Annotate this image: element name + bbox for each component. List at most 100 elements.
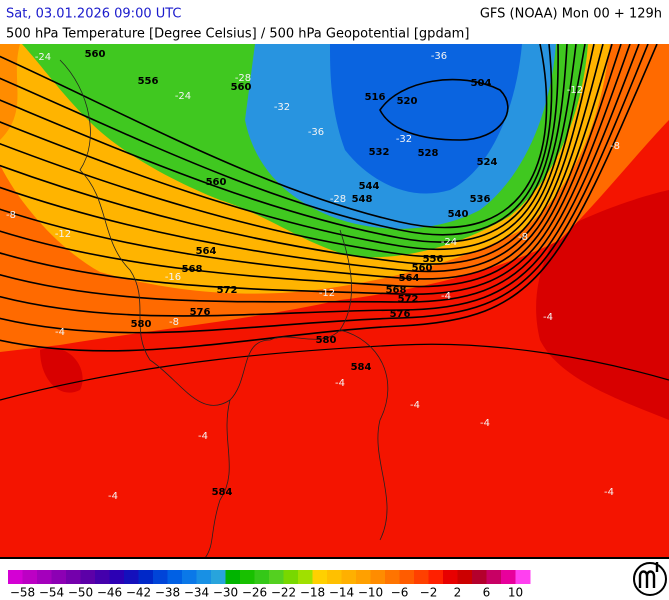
temperature-label: -32 [274, 102, 290, 113]
colorbar-tick-label: −46 [97, 586, 122, 600]
coastlines [59, 59, 389, 558]
contour-line [0, 44, 613, 288]
map-subtitle: 500 hPa Temperature [Degree Celsius] / 5… [6, 27, 469, 42]
colorbar-swatch [254, 570, 270, 584]
colorbar-swatch [182, 570, 197, 584]
temperature-label: -24 [441, 237, 457, 248]
contour-line [379, 78, 509, 141]
geopotential-label: 504 [471, 78, 492, 89]
colorbar-swatch [167, 570, 183, 584]
contour-line [0, 343, 669, 401]
temperature-label: -4 [335, 378, 345, 389]
colorbar-swatch [327, 570, 342, 584]
geopotential-label: 524 [477, 157, 498, 168]
geopotential-contours [0, 44, 669, 401]
colorbar-swatch [457, 570, 473, 584]
geopotential-label: 568 [386, 285, 407, 296]
valid-time: Sat, 03.01.2026 09:00 UTC [6, 7, 182, 22]
colorbar-tick-label: −14 [329, 586, 354, 600]
temperature-label: -4 [410, 400, 420, 411]
colorbar-swatch [356, 570, 371, 584]
colorbar-tick-label: −38 [155, 586, 180, 600]
colorbar-swatch [370, 570, 386, 584]
contour-line [0, 44, 586, 265]
colorbar-swatch [138, 570, 154, 584]
geopotential-label: 544 [359, 181, 380, 192]
colorbar-swatch [95, 570, 110, 584]
colorbar-swatch [283, 570, 299, 584]
temp-band-orange [0, 44, 20, 140]
temperature-label: -32 [396, 134, 412, 145]
temperature-label: -4 [441, 291, 451, 302]
colorbar-swatch [501, 570, 516, 584]
temperature-label: -12 [319, 288, 335, 299]
geopotential-label: 580 [316, 335, 337, 346]
colorbar-tick-label: −42 [126, 586, 151, 600]
geopotential-label: 560 [85, 49, 106, 60]
temperature-label: -36 [308, 127, 324, 138]
colorbar-tick-label: 6 [483, 586, 491, 600]
geopotential-label: 580 [131, 319, 152, 330]
colorbar-swatch [196, 570, 212, 584]
geopotential-label: 560 [231, 82, 252, 93]
geopotential-label: 568 [182, 264, 203, 275]
geopotential-label: 520 [397, 96, 418, 107]
contour-line [0, 44, 559, 243]
geopotential-label: 532 [369, 147, 390, 158]
geopotential-label: 564 [399, 273, 420, 284]
colorbar-swatch [385, 570, 400, 584]
geopotential-label: 564 [196, 246, 217, 257]
warm-patch [536, 190, 669, 420]
contour-line [0, 44, 640, 317]
colorbar-swatch [51, 570, 67, 584]
model-run: GFS (NOAA) Mon 00 + 129h [480, 7, 662, 22]
temperature-label: -8 [610, 141, 620, 152]
colorbar-swatch [124, 570, 139, 584]
colorbar-tick-label: −6 [391, 586, 409, 600]
temperature-label: -4 [55, 327, 65, 338]
geopotential-label: 576 [390, 309, 411, 320]
temperature-label: -28 [330, 194, 346, 205]
temperature-label: -28 [235, 73, 251, 84]
colorbar-swatch [8, 570, 23, 584]
geopotential-label: 536 [470, 194, 491, 205]
geopotential-label: 528 [418, 148, 439, 159]
colorbar-tick-label: 10 [508, 586, 523, 600]
temperature-label: -36 [431, 51, 447, 62]
colorbar-swatch [240, 570, 255, 584]
colorbar-swatch [66, 570, 81, 584]
temperature-label: -4 [543, 312, 553, 323]
colorbar-swatch [341, 570, 357, 584]
colorbar-swatch [109, 570, 125, 584]
contour-line [0, 44, 604, 280]
temperature-label: -24 [35, 52, 51, 63]
colorbar-swatch [472, 570, 487, 584]
colorbar-swatch [22, 570, 38, 584]
colorbar-swatch [399, 570, 415, 584]
colorbar-tick-label: −58 [10, 586, 35, 600]
colorbar-swatch [515, 570, 531, 584]
colorbar-swatch [80, 570, 96, 584]
geopotential-label: 584 [212, 487, 233, 498]
colorbar-swatch [153, 570, 168, 584]
temperature-label: -24 [175, 91, 191, 102]
colorbar-swatch [298, 570, 313, 584]
geopotential-label: 516 [365, 92, 386, 103]
colorbar-swatch [428, 570, 444, 584]
temperature-label: -4 [480, 418, 490, 429]
contour-line [0, 44, 577, 258]
colorbar-tick-label: −30 [213, 586, 238, 600]
geopotential-label: 572 [217, 285, 238, 296]
colorbar-swatch [225, 570, 241, 584]
geopotential-label: 584 [351, 362, 372, 373]
temperature-label: -12 [567, 85, 583, 96]
geopotential-label: 540 [448, 209, 469, 220]
temperature-label: -4 [604, 487, 614, 498]
colorbar-tick-label: −2 [420, 586, 438, 600]
temperature-label: -4 [108, 491, 118, 502]
colorbar-swatch [37, 570, 52, 584]
geopotential-label: 560 [412, 263, 433, 274]
geopotential-label: 576 [190, 307, 211, 318]
